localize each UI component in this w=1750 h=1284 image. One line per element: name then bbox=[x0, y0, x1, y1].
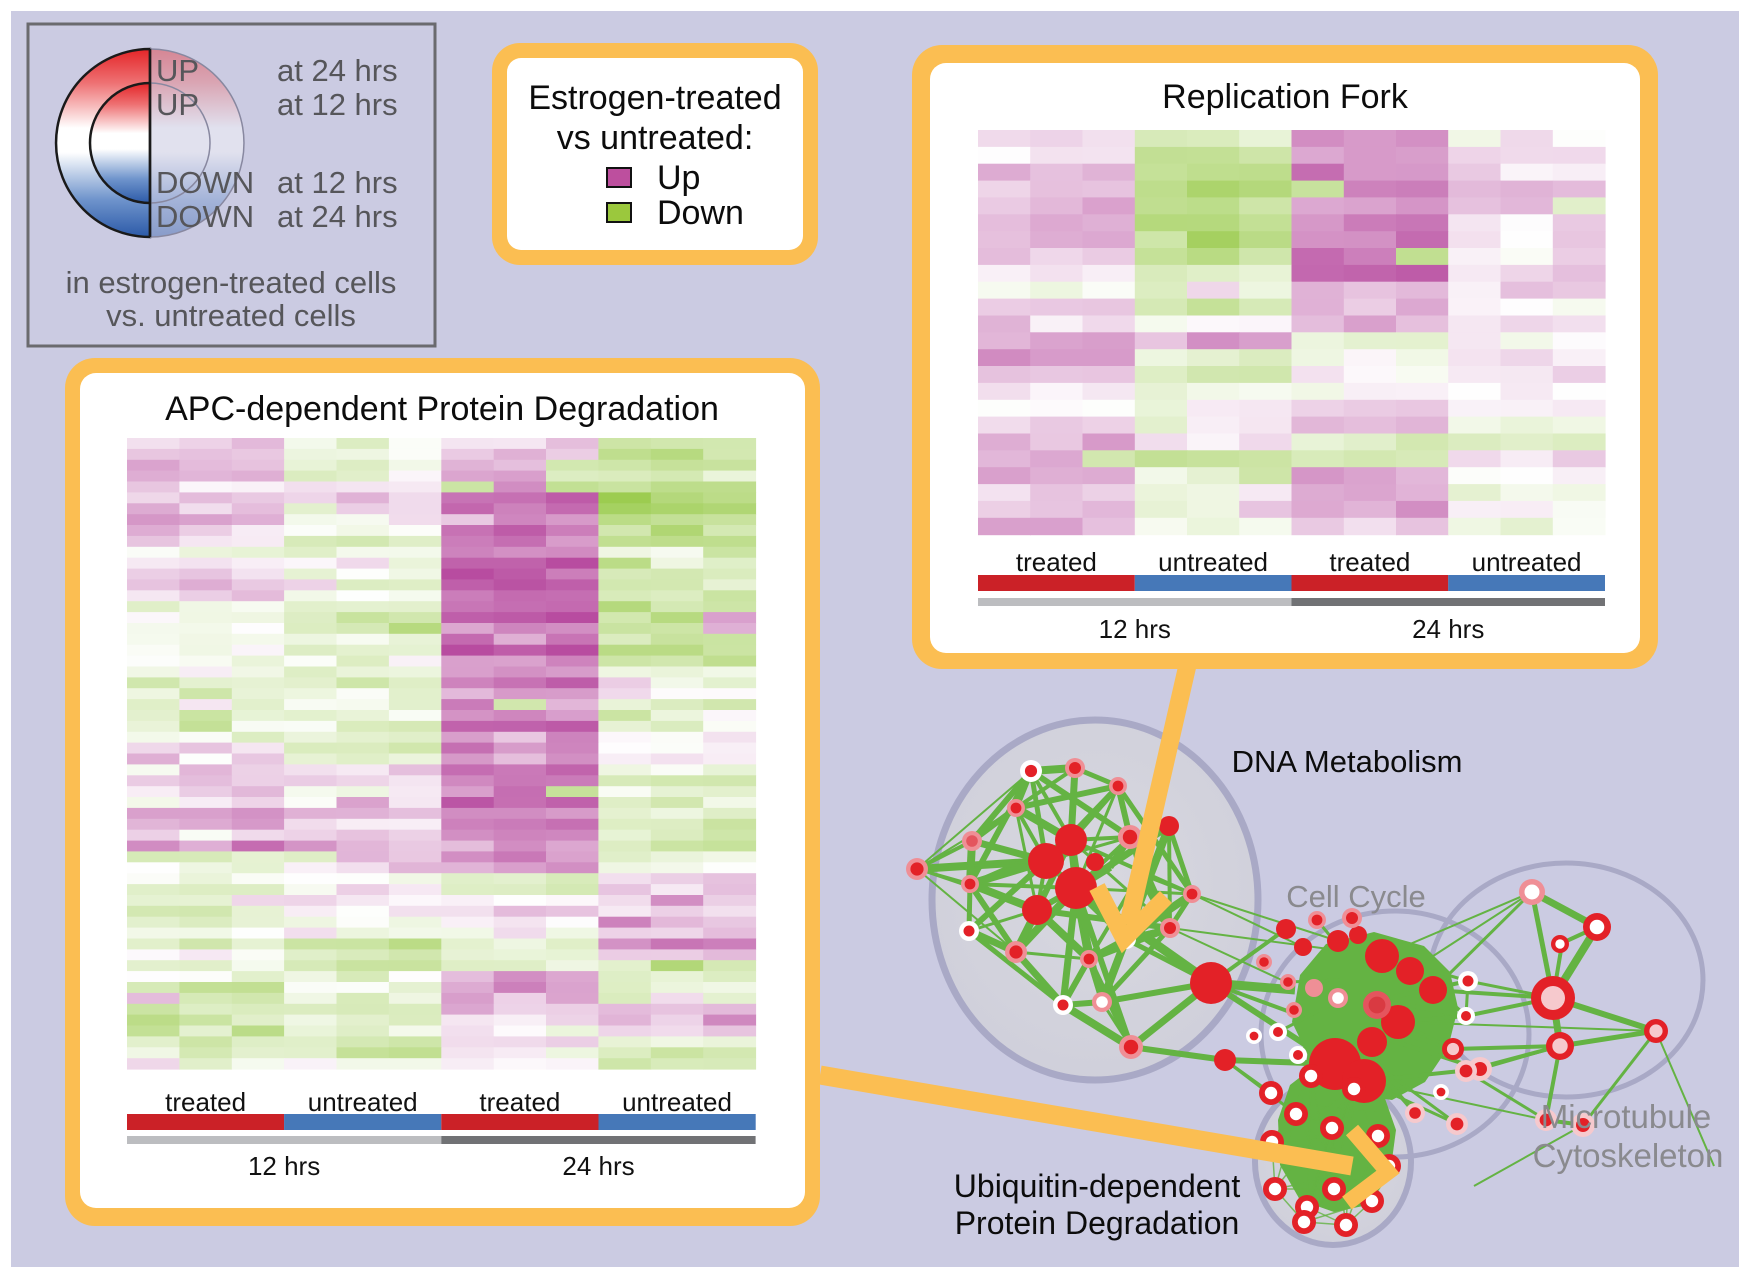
svg-text:Replication Fork: Replication Fork bbox=[1162, 78, 1409, 116]
svg-text:treated: treated bbox=[1329, 547, 1410, 577]
svg-text:Up: Up bbox=[657, 159, 700, 197]
svg-text:vs untreated:: vs untreated: bbox=[557, 119, 754, 157]
svg-text:vs. untreated cells: vs. untreated cells bbox=[106, 298, 356, 333]
svg-text:DOWN: DOWN bbox=[156, 165, 254, 200]
svg-text:untreated: untreated bbox=[1158, 547, 1268, 577]
svg-text:Ubiquitin-dependent: Ubiquitin-dependent bbox=[954, 1168, 1241, 1204]
svg-text:12 hrs: 12 hrs bbox=[1099, 614, 1171, 644]
svg-text:Microtubule: Microtubule bbox=[1541, 1098, 1712, 1135]
svg-text:Cell Cycle: Cell Cycle bbox=[1286, 879, 1426, 914]
svg-text:Protein Degradation: Protein Degradation bbox=[955, 1205, 1240, 1241]
svg-text:at 24 hrs: at 24 hrs bbox=[277, 53, 398, 88]
svg-text:UP: UP bbox=[156, 87, 199, 122]
svg-text:APC-dependent Protein Degradat: APC-dependent Protein Degradation bbox=[165, 390, 719, 428]
svg-text:at 12 hrs: at 12 hrs bbox=[277, 165, 398, 200]
svg-text:Estrogen-treated: Estrogen-treated bbox=[528, 79, 781, 117]
svg-text:at 24 hrs: at 24 hrs bbox=[277, 199, 398, 234]
svg-text:DOWN: DOWN bbox=[156, 199, 254, 234]
svg-text:treated: treated bbox=[479, 1087, 560, 1117]
svg-text:UP: UP bbox=[156, 53, 199, 88]
svg-text:untreated: untreated bbox=[308, 1087, 418, 1117]
svg-text:24 hrs: 24 hrs bbox=[562, 1151, 634, 1181]
svg-text:24 hrs: 24 hrs bbox=[1412, 614, 1484, 644]
svg-text:treated: treated bbox=[1016, 547, 1097, 577]
svg-text:DNA Metabolism: DNA Metabolism bbox=[1232, 744, 1463, 779]
svg-text:Down: Down bbox=[657, 194, 744, 232]
svg-text:treated: treated bbox=[165, 1087, 246, 1117]
svg-text:Cytoskeleton: Cytoskeleton bbox=[1533, 1137, 1724, 1174]
svg-text:12 hrs: 12 hrs bbox=[248, 1151, 320, 1181]
svg-text:untreated: untreated bbox=[622, 1087, 732, 1117]
svg-text:at 12 hrs: at 12 hrs bbox=[277, 87, 398, 122]
svg-text:in estrogen-treated cells: in estrogen-treated cells bbox=[66, 265, 397, 300]
svg-text:untreated: untreated bbox=[1472, 547, 1582, 577]
